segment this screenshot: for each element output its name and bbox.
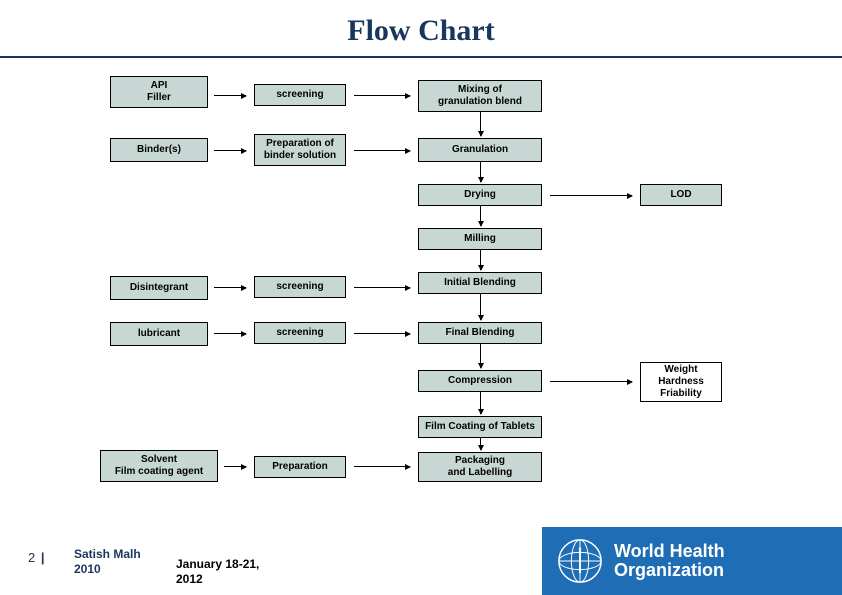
arrow-down xyxy=(480,438,481,450)
footer: 2 | Satish Malh 2010 January 18-21, 2012… xyxy=(0,527,842,595)
node-disint: Disintegrant xyxy=(110,276,208,300)
node-scr1: screening xyxy=(254,84,346,106)
who-text: World Health Organization xyxy=(614,542,725,580)
arrow-right xyxy=(214,287,246,288)
arrow-right xyxy=(224,466,246,467)
node-mix: Mixing ofgranulation blend xyxy=(418,80,542,112)
node-dry: Drying xyxy=(418,184,542,206)
who-banner: World Health Organization xyxy=(542,527,842,595)
node-prep2: Preparation xyxy=(254,456,346,478)
node-coat: Film Coating of Tablets xyxy=(418,416,542,438)
arrow-right xyxy=(550,381,632,382)
node-lubr: lubricant xyxy=(110,322,208,346)
node-finblend: Final Blending xyxy=(418,322,542,344)
title-rule xyxy=(0,56,842,58)
arrow-right xyxy=(354,466,410,467)
node-mill: Milling xyxy=(418,228,542,250)
node-scr2: screening xyxy=(254,276,346,298)
arrow-right xyxy=(354,333,410,334)
credit-name: Satish Malh 2010 xyxy=(74,547,141,577)
node-binder: Binder(s) xyxy=(110,138,208,162)
node-pack: Packagingand Labelling xyxy=(418,452,542,482)
arrow-right xyxy=(550,195,632,196)
credit-date: January 18-21, 2012 xyxy=(176,557,259,587)
node-compress: Compression xyxy=(418,370,542,392)
node-solvent: SolventFilm coating agent xyxy=(100,450,218,482)
node-whf: WeightHardnessFriability xyxy=(640,362,722,402)
page-title: Flow Chart xyxy=(0,0,842,56)
arrow-down xyxy=(480,112,481,136)
arrow-down xyxy=(480,206,481,226)
node-lod: LOD xyxy=(640,184,722,206)
arrow-down xyxy=(480,162,481,182)
flowchart-canvas: APIFiller screening Mixing ofgranulation b… xyxy=(0,66,842,486)
node-api: APIFiller xyxy=(110,76,208,108)
node-scr3: screening xyxy=(254,322,346,344)
arrow-right xyxy=(354,95,410,96)
arrow-right xyxy=(214,150,246,151)
arrow-right xyxy=(354,150,410,151)
arrow-down xyxy=(480,250,481,270)
node-prep: Preparation ofbinder solution xyxy=(254,134,346,166)
arrow-down xyxy=(480,344,481,368)
arrow-down xyxy=(480,294,481,320)
arrow-right xyxy=(354,287,410,288)
node-gran: Granulation xyxy=(418,138,542,162)
page-number: 2 | xyxy=(28,550,44,565)
node-initblend: Initial Blending xyxy=(418,272,542,294)
arrow-down xyxy=(480,392,481,414)
arrow-right xyxy=(214,333,246,334)
who-logo-icon xyxy=(556,537,604,585)
arrow-right xyxy=(214,95,246,96)
